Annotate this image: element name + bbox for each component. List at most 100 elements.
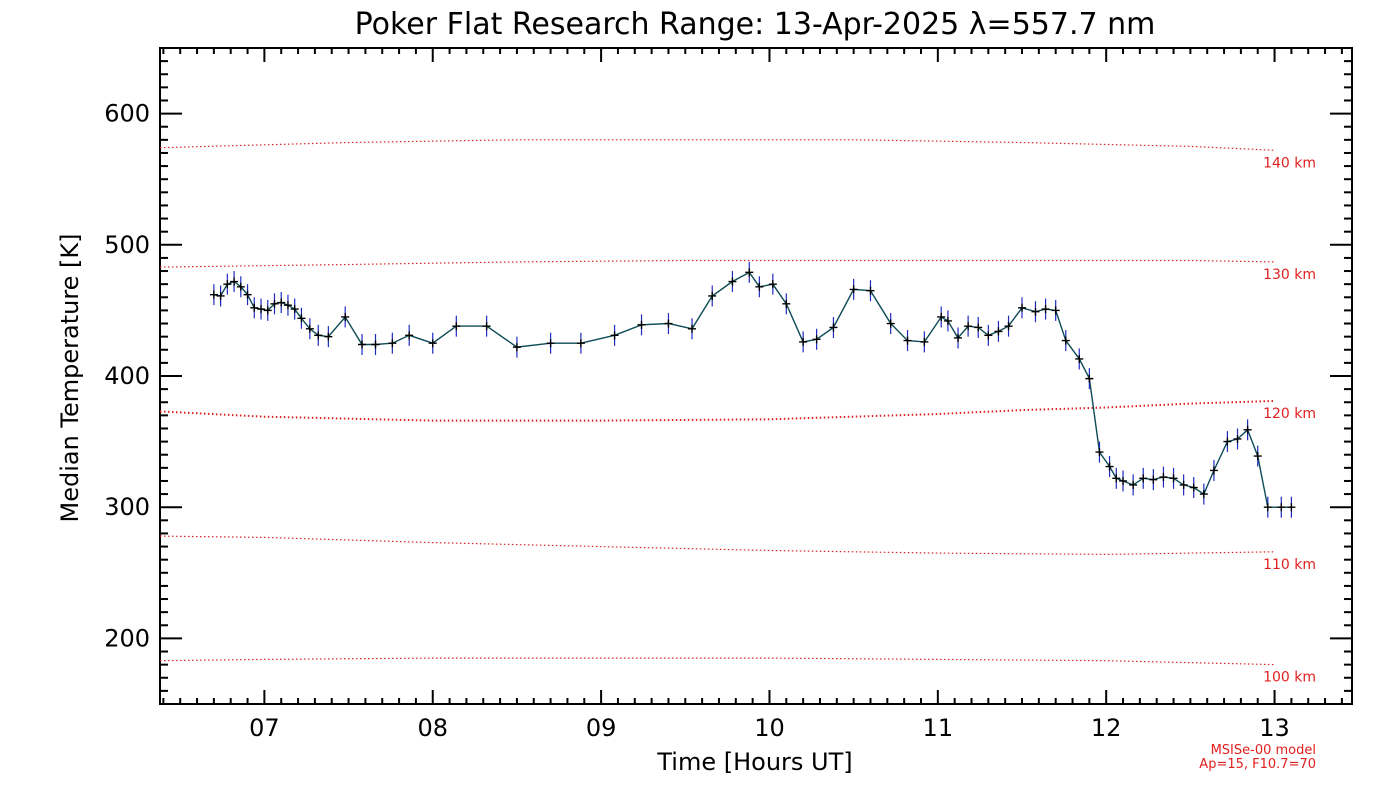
data-point: [984, 331, 993, 340]
data-point: [1223, 437, 1232, 446]
data-point: [920, 337, 929, 346]
model-curve-label: 110 km: [1263, 557, 1316, 573]
data-point: [1129, 480, 1138, 489]
y-tick-label: 400: [104, 362, 150, 390]
x-tick-label: 08: [417, 714, 448, 742]
data-point: [688, 324, 697, 333]
y-axis-label: Median Temperature [K]: [56, 233, 84, 522]
data-point: [324, 332, 333, 341]
data-point: [1277, 503, 1286, 512]
model-curve-label: 100 km: [1263, 670, 1316, 686]
data-point: [428, 339, 437, 348]
chart-title: Poker Flat Research Range: 13-Apr-2025 λ…: [355, 7, 1156, 42]
model-note-line-1: MSISe-00 model: [1211, 743, 1316, 758]
data-point: [637, 320, 646, 329]
y-tick-label: 600: [104, 100, 150, 128]
data-point: [223, 280, 232, 289]
data-point: [576, 339, 585, 348]
data-point: [236, 282, 245, 291]
data-point: [209, 290, 218, 299]
y-tick-label: 200: [104, 624, 150, 652]
data-point: [1233, 434, 1242, 443]
model-curve: [159, 535, 1275, 556]
data-point: [290, 305, 299, 314]
y-tick-label: 500: [104, 231, 150, 259]
model-curve-label: 120 km: [1263, 406, 1316, 422]
data-point: [243, 290, 252, 299]
data-point: [1189, 483, 1198, 492]
x-tick-label: 10: [754, 714, 785, 742]
data-point: [371, 340, 380, 349]
model-curve-label: 130 km: [1263, 267, 1316, 283]
data-point: [1209, 466, 1218, 475]
data-point: [388, 339, 397, 348]
data-point: [1085, 374, 1094, 383]
data-point: [1149, 475, 1158, 484]
data-point: [405, 331, 414, 340]
data-point: [1199, 490, 1208, 499]
data-point: [314, 331, 323, 340]
data-point: [745, 268, 754, 277]
data-point: [1243, 425, 1252, 434]
data-point: [216, 291, 225, 300]
data-point: [937, 312, 946, 321]
data-point: [1031, 307, 1040, 316]
data-point: [277, 298, 286, 307]
data-point: [1095, 448, 1104, 457]
model-curve: [159, 657, 1275, 666]
data-point: [341, 312, 350, 321]
data-point: [768, 280, 777, 289]
data-point: [263, 306, 272, 315]
data-point: [829, 323, 838, 332]
data-point: [799, 337, 808, 346]
data-point: [257, 305, 266, 314]
data-point: [250, 303, 259, 312]
data-point: [1105, 462, 1114, 471]
data-point: [1179, 480, 1188, 489]
data-point: [812, 335, 821, 344]
data-point: [849, 285, 858, 294]
data-point: [728, 277, 737, 286]
x-tick-label: 13: [1259, 714, 1290, 742]
data-point: [1287, 503, 1296, 512]
model-curve: [159, 259, 1275, 268]
data-point: [283, 301, 292, 310]
data-point: [270, 299, 279, 308]
data-point: [1263, 503, 1272, 512]
data-point: [708, 291, 717, 300]
x-tick-label: 09: [586, 714, 617, 742]
data-point: [1112, 474, 1121, 483]
data-point: [782, 299, 791, 308]
temperature-series: [209, 261, 1296, 518]
model-curves: 140 km 130 km 120 km 110 km 100 km: [159, 139, 1316, 686]
data-point: [943, 316, 952, 325]
y-tick-label: 300: [104, 493, 150, 521]
series-line: [213, 271, 1292, 508]
data-point: [1051, 306, 1060, 315]
data-point: [546, 339, 555, 348]
data-point: [954, 333, 963, 342]
data-point: [664, 319, 673, 328]
data-point: [886, 319, 895, 328]
data-point: [1119, 476, 1128, 485]
x-axis-label: Time [Hours UT]: [656, 748, 852, 776]
model-curve: [159, 399, 1275, 422]
data-point: [1253, 452, 1262, 461]
data-point: [512, 343, 521, 352]
x-tick-label: 07: [249, 714, 280, 742]
data-point: [974, 323, 983, 332]
model-curve-label: 140 km: [1263, 155, 1316, 171]
data-point: [358, 340, 367, 349]
model-curve: [159, 139, 1275, 151]
data-point: [305, 324, 314, 333]
data-point: [1018, 303, 1027, 312]
data-point: [1061, 336, 1070, 345]
data-point: [903, 336, 912, 345]
axis-tick-labels: 07 08 09 10 11 12 13 200 300 400 500 600: [104, 100, 1290, 742]
data-point: [866, 286, 875, 295]
data-point: [964, 322, 973, 331]
data-point: [1159, 473, 1168, 482]
data-point: [230, 277, 239, 286]
data-point: [1075, 354, 1084, 363]
